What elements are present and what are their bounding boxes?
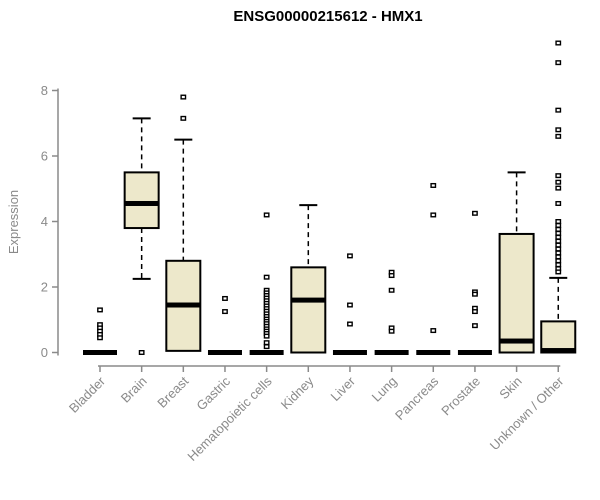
outlier-point-unknown-other bbox=[555, 107, 562, 113]
x-axis-label-liver: Liver bbox=[328, 373, 359, 404]
outlier-point-unknown-other bbox=[555, 250, 562, 256]
outlier-point-gastric bbox=[222, 309, 228, 315]
y-axis-tick-label: 2 bbox=[41, 280, 48, 295]
outlier-point-unknown-other bbox=[555, 133, 562, 139]
outlier-point-hematopoietic-cells bbox=[263, 333, 270, 339]
collapsed-box-gastric bbox=[207, 350, 242, 355]
box-brain bbox=[123, 171, 160, 230]
median-unknown-other bbox=[541, 348, 576, 354]
outlier-point-unknown-other bbox=[555, 60, 562, 66]
outlier-point-breast bbox=[180, 94, 187, 100]
outlier-point-unknown-other bbox=[555, 226, 562, 232]
outlier-point-breast bbox=[180, 115, 187, 121]
x-axis-label-lung: Lung bbox=[369, 374, 400, 405]
box-skin bbox=[498, 232, 535, 354]
y-axis-tick-label: 0 bbox=[41, 345, 48, 360]
outlier-point-lung bbox=[388, 287, 395, 293]
x-axis-label-pancreas: Pancreas bbox=[392, 373, 442, 423]
outlier-point-pancreas bbox=[430, 328, 437, 334]
chart-title: ENSG00000215612 - HMX1 bbox=[233, 8, 423, 25]
outlier-point-bladder bbox=[97, 307, 103, 313]
y-axis-tick-label: 6 bbox=[41, 149, 48, 164]
outlier-point-pancreas bbox=[430, 182, 437, 188]
box-kidney bbox=[290, 266, 327, 354]
outlier-point-lung bbox=[388, 273, 395, 279]
median-brain bbox=[124, 200, 159, 206]
y-axis-tick-label: 8 bbox=[41, 83, 48, 98]
outlier-point-unknown-other bbox=[555, 185, 562, 191]
outlier-point-liver bbox=[347, 321, 353, 327]
x-axis-label-kidney: Kidney bbox=[278, 373, 317, 412]
outlier-point-unknown-other bbox=[555, 242, 562, 248]
median-skin bbox=[499, 338, 534, 344]
outlier-point-unknown-other bbox=[555, 258, 562, 264]
median-breast bbox=[166, 302, 201, 308]
outlier-point-hematopoietic-cells bbox=[263, 344, 270, 350]
outlier-point-unknown-other bbox=[555, 179, 562, 185]
median-kidney bbox=[291, 297, 326, 303]
outlier-point-unknown-other bbox=[555, 173, 562, 179]
outlier-point-liver bbox=[347, 302, 353, 308]
outlier-point-prostate bbox=[472, 291, 478, 297]
outlier-point-unknown-other bbox=[555, 230, 562, 236]
outlier-point-liver bbox=[347, 253, 353, 259]
outlier-point-unknown-other bbox=[555, 262, 562, 268]
x-axis-label-brain: Brain bbox=[118, 374, 150, 406]
outlier-point-hematopoietic-cells bbox=[263, 212, 270, 218]
outlier-point-prostate bbox=[472, 309, 478, 315]
collapsed-box-pancreas bbox=[416, 350, 451, 355]
outlier-point-hematopoietic-cells bbox=[263, 274, 270, 280]
outlier-point-pancreas bbox=[430, 212, 437, 218]
outlier-point-unknown-other bbox=[555, 222, 562, 228]
collapsed-box-liver bbox=[332, 350, 367, 355]
collapsed-box-bladder bbox=[83, 350, 117, 355]
x-axis-label-gastric: Gastric bbox=[193, 373, 233, 413]
collapsed-box-hematopoietic-cells bbox=[249, 350, 284, 355]
outlier-point-unknown-other bbox=[555, 246, 562, 252]
outlier-point-unknown-other bbox=[555, 234, 562, 240]
x-axis-label-prostate: Prostate bbox=[438, 374, 483, 419]
outlier-point-unknown-other bbox=[555, 127, 562, 133]
outlier-point-unknown-other bbox=[555, 238, 562, 244]
outlier-point-bladder bbox=[97, 335, 103, 341]
x-axis-label-breast: Breast bbox=[154, 373, 191, 410]
outlier-point-hematopoietic-cells bbox=[263, 340, 270, 346]
collapsed-box-prostate bbox=[457, 350, 492, 355]
outlier-point-unknown-other bbox=[555, 40, 562, 46]
outlier-point-prostate bbox=[472, 323, 478, 329]
outlier-point-brain bbox=[138, 350, 145, 356]
outlier-point-lung bbox=[388, 328, 395, 334]
outlier-point-unknown-other bbox=[555, 218, 562, 224]
box-unknown-other bbox=[540, 320, 577, 354]
x-axis-label-skin: Skin bbox=[496, 374, 524, 402]
outlier-point-unknown-other bbox=[555, 200, 562, 206]
x-axis-label-bladder: Bladder bbox=[66, 373, 109, 416]
outlier-point-unknown-other bbox=[555, 269, 562, 275]
outlier-point-gastric bbox=[222, 295, 228, 301]
collapsed-box-lung bbox=[374, 350, 409, 355]
outlier-point-unknown-other bbox=[555, 254, 562, 260]
x-axis-label-unknown-other: Unknown / Other bbox=[487, 373, 567, 453]
outlier-point-prostate bbox=[472, 210, 478, 216]
y-axis-tick-label: 4 bbox=[41, 214, 48, 229]
